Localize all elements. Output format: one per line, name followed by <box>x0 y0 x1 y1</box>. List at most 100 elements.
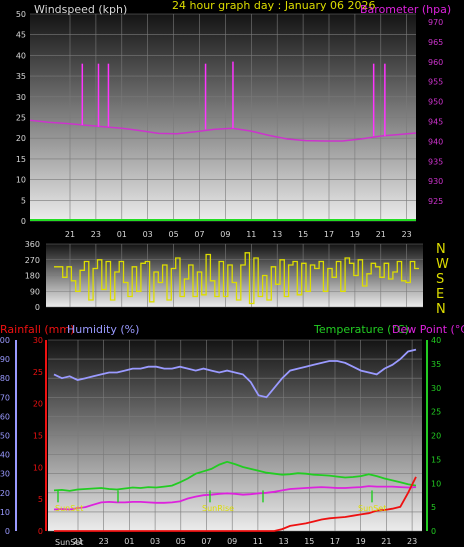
humidity-axis-label: Humidity (%) <box>67 323 139 336</box>
time-tick: 23 <box>407 537 417 546</box>
barometer-tick: 950 <box>428 98 443 107</box>
wind-baro-lines <box>29 61 417 221</box>
windspeed-axis-label: Windspeed (kph) <box>34 3 127 16</box>
wind-direction-grid <box>46 243 423 308</box>
barometer-line <box>29 119 417 142</box>
time-tick: 11 <box>246 230 256 239</box>
graph-title: 24 hour graph day : January 06 2026 <box>172 0 376 12</box>
rainfall-tick: 20 <box>33 400 43 409</box>
time-tick: 19 <box>356 537 366 546</box>
time-tick: 21 <box>73 537 83 546</box>
rainfall-tick: 5 <box>38 495 43 504</box>
windspeed-tick: 10 <box>16 176 26 185</box>
rainfall-tick: 10 <box>33 463 43 472</box>
temp-humid-lines <box>53 348 417 532</box>
windspeed-axis-ticks: 0 5 10 15 20 25 30 35 40 45 50 <box>16 10 26 226</box>
windspeed-tick: 5 <box>21 196 26 205</box>
compass-letter: E <box>436 287 444 302</box>
humidity-tick: 60 <box>0 412 10 421</box>
windspeed-tick: 30 <box>16 93 26 102</box>
windspeed-tick: 25 <box>16 114 26 123</box>
windspeed-tick: 20 <box>16 134 26 143</box>
sun-event-label: SunRise <box>202 504 234 513</box>
time-tick: 07 <box>201 537 211 546</box>
humidity-tick: 90 <box>0 355 10 364</box>
time-tick: 01 <box>124 537 134 546</box>
temperature-tick: 0 <box>431 527 436 536</box>
windspeed-tick: 50 <box>16 10 26 19</box>
time-tick: 11 <box>253 537 263 546</box>
humidity-tick: 20 <box>0 489 10 498</box>
barometer-tick: 945 <box>428 117 443 126</box>
direction-tick: 0 <box>35 303 40 312</box>
barometer-tick: 970 <box>428 18 443 27</box>
barometer-axis-label: Barometer (hpa) <box>360 3 451 16</box>
time-tick: 13 <box>279 537 289 546</box>
humidity-tick: 30 <box>0 470 10 479</box>
humidity-tick: 100 <box>0 336 10 345</box>
compass-letter: N <box>436 242 446 257</box>
temperature-tick: 30 <box>431 384 441 393</box>
temperature-tick: 5 <box>431 503 436 512</box>
temperature-tick: 40 <box>431 336 441 345</box>
barometer-axis-ticks: 925 930 935 940 945 950 955 960 965 970 <box>428 18 443 206</box>
temperature-c-line <box>53 460 417 492</box>
humidity-tick: 0 <box>5 527 10 536</box>
rainfall-mm-line <box>54 476 417 532</box>
barometer-tick: 935 <box>428 157 443 166</box>
humidity-tick: 70 <box>0 393 10 402</box>
time-tick: 03 <box>143 230 153 239</box>
time-tick: 19 <box>350 230 360 239</box>
dew-point-axis-label: Dew Point (°C) <box>392 323 464 336</box>
barometer-tick: 960 <box>428 58 443 67</box>
time-tick: 15 <box>298 230 308 239</box>
rainfall-axis-label: Rainfall (mm) <box>0 323 74 336</box>
time-tick: 01 <box>117 230 127 239</box>
windspeed-tick: 40 <box>16 51 26 60</box>
temp-humid-grid <box>48 339 422 532</box>
temperature-axis-label: Temperature (°C) <box>313 323 409 336</box>
windspeed-tick: 0 <box>21 217 26 226</box>
direction-tick: 180 <box>25 272 40 281</box>
barometer-tick: 965 <box>428 38 443 47</box>
sun-event-labels: SunSet SunRise SunSet <box>55 504 386 513</box>
time-tick: 09 <box>220 230 230 239</box>
bottom-sunset-label: SunSet <box>55 538 83 547</box>
time-tick: 17 <box>324 230 334 239</box>
wind-direction-line <box>54 252 419 305</box>
humidity-tick: 40 <box>0 451 10 460</box>
wind-time-axis-ticks: 21 23 01 03 05 07 09 11 13 15 17 19 21 23 <box>65 230 412 239</box>
humidity-tick: 80 <box>0 374 10 383</box>
compass-letter: S <box>436 272 444 287</box>
humidity-tick: 10 <box>0 508 10 517</box>
rainfall-tick: 15 <box>33 432 43 441</box>
time-tick: 21 <box>376 230 386 239</box>
time-tick: 21 <box>381 537 391 546</box>
direction-tick: 270 <box>25 256 40 265</box>
temperature-tick: 10 <box>431 479 441 488</box>
wind-direction-axis-ticks: 0 90 180 270 360 <box>25 240 40 312</box>
barometer-tick: 955 <box>428 78 443 87</box>
sun-event-label: SunSet <box>358 504 386 513</box>
windspeed-tick: 45 <box>16 31 26 40</box>
time-tick: 23 <box>99 537 109 546</box>
time-tick: 09 <box>227 537 237 546</box>
time-tick: 13 <box>272 230 282 239</box>
time-tick: 07 <box>194 230 204 239</box>
wind-direction-line <box>54 252 419 305</box>
rainfall-tick: 25 <box>33 368 43 377</box>
time-tick: 05 <box>169 230 179 239</box>
time-tick: 15 <box>304 537 314 546</box>
time-tick: 17 <box>330 537 340 546</box>
time-tick: 23 <box>91 230 101 239</box>
wind-baro-grid <box>30 13 416 222</box>
windspeed-tick: 35 <box>16 72 26 81</box>
barometer-tick: 925 <box>428 197 443 206</box>
barometer-tick: 930 <box>428 177 443 186</box>
temperature-tick: 15 <box>431 455 441 464</box>
temp-time-axis-ticks: 21 23 01 03 05 07 09 11 13 15 17 19 21 23 <box>73 537 417 546</box>
barometer-tick: 940 <box>428 137 443 146</box>
direction-tick: 360 <box>25 240 40 249</box>
